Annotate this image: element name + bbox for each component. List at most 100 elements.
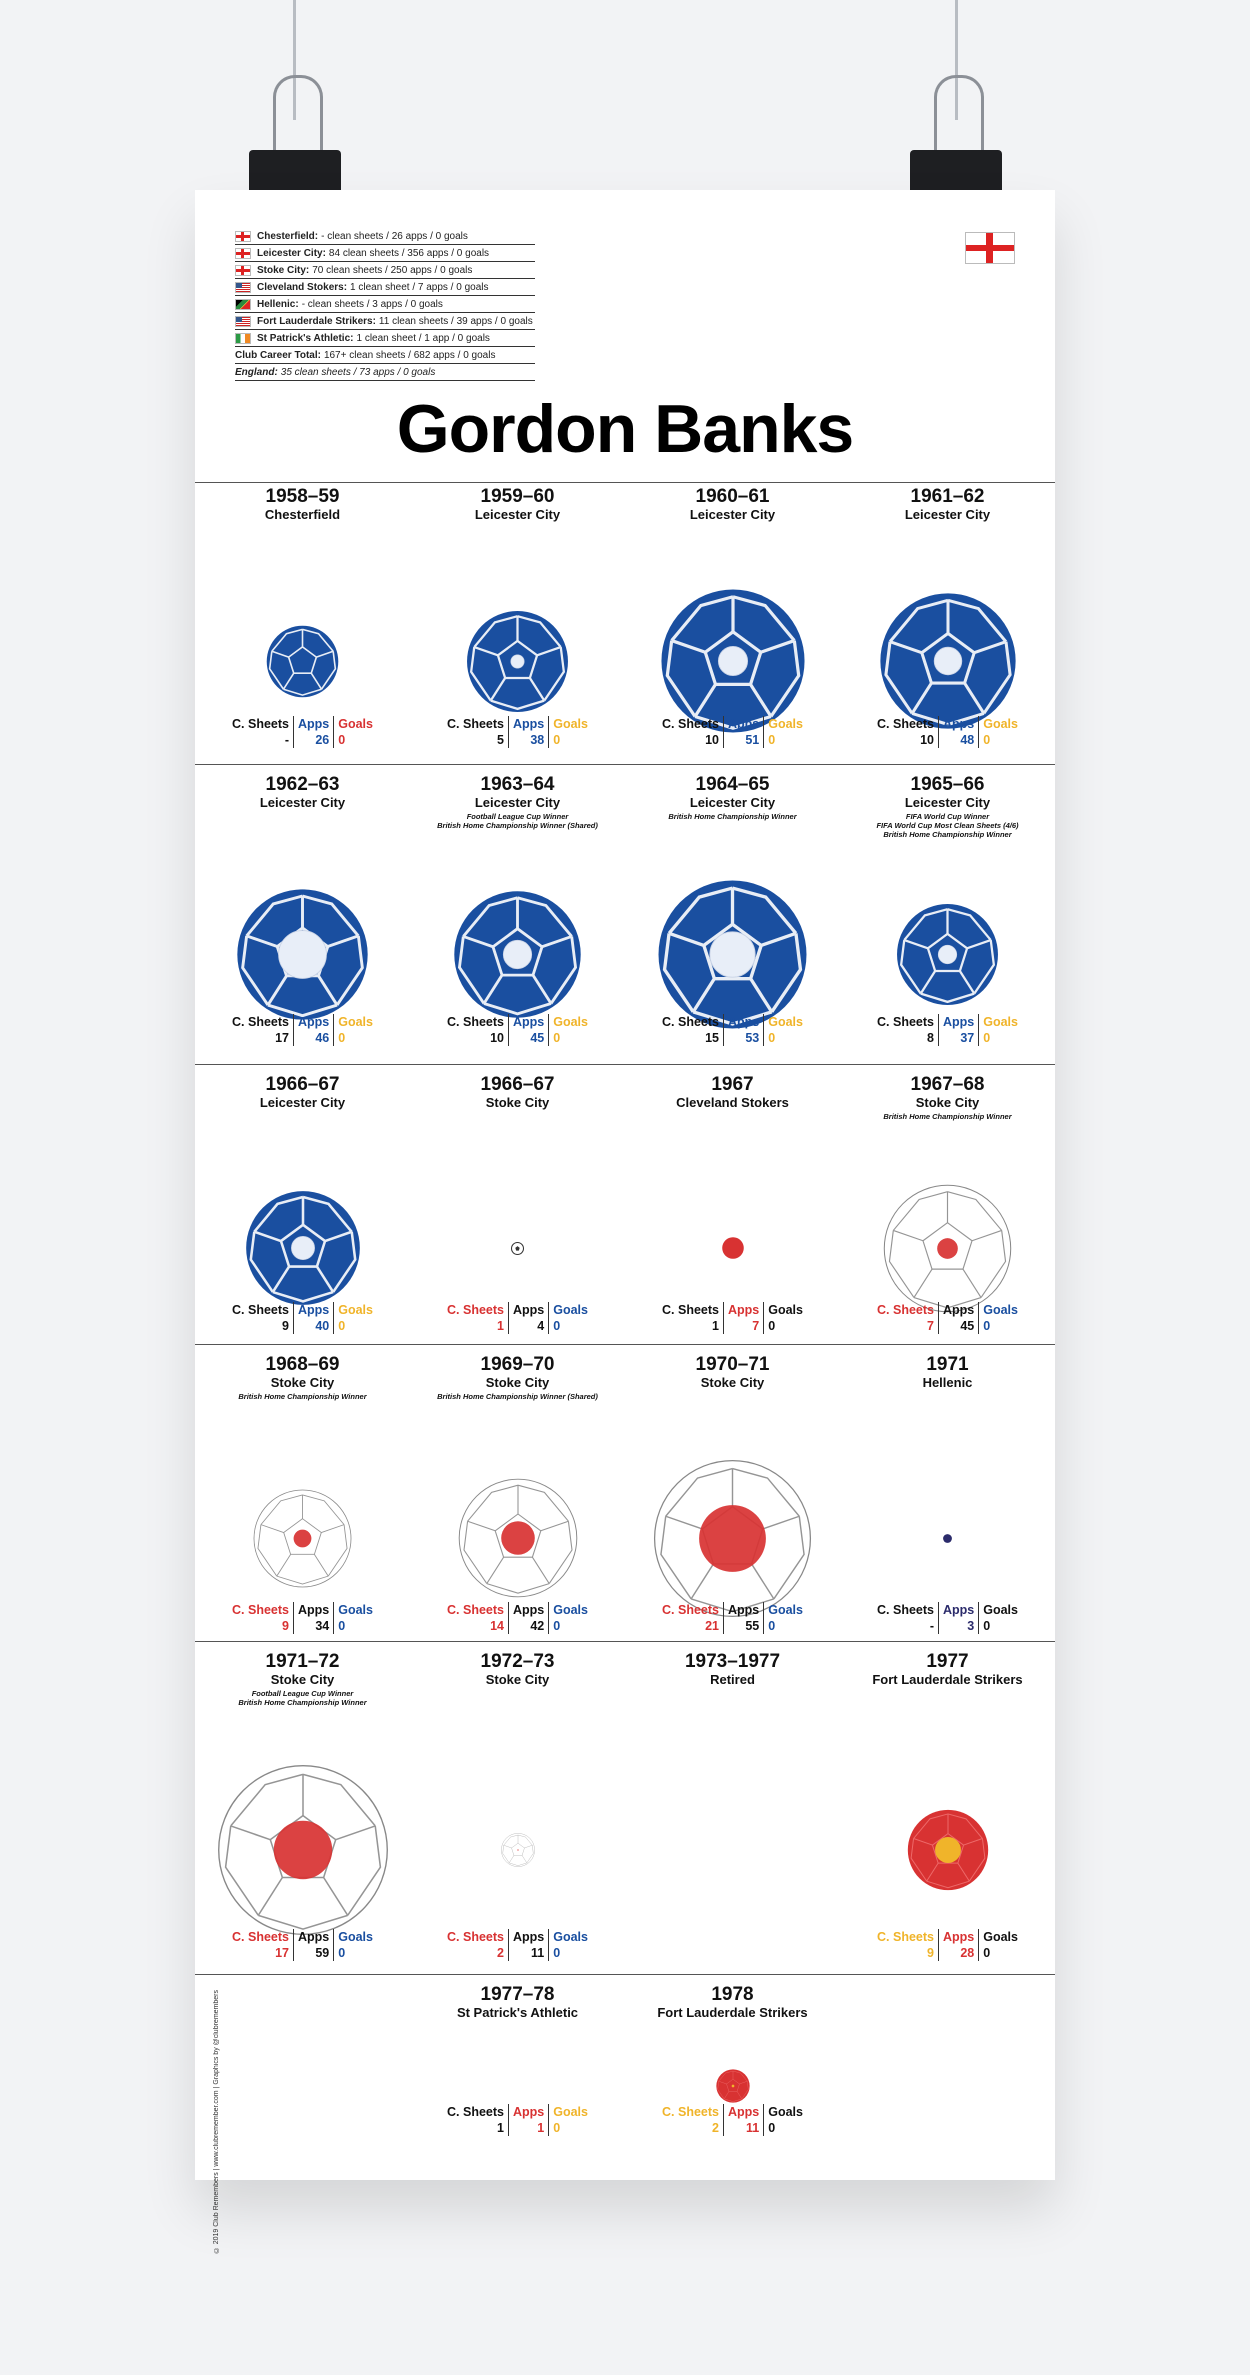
season-stats: C. Sheets 10 Apps 45 Goals 0 <box>410 1014 625 1046</box>
stat-label: Apps <box>942 1930 975 1944</box>
season-year: 1978 <box>711 1984 754 2005</box>
stat-cs: C. Sheets 10 <box>873 716 938 748</box>
stat-value: 1 <box>497 1319 504 1333</box>
season-card: 1962–63 Leicester City C. Sheets 17 Apps 46 Go… <box>195 774 410 1074</box>
stat-text: - clean sheets / 26 apps / 0 goals <box>321 230 468 242</box>
us-flag-icon <box>235 315 251 327</box>
honour-item: British Home Championship Winner <box>883 1112 1012 1121</box>
season-club: Fort Lauderdale Strikers <box>872 1672 1023 1687</box>
stat-label: C. Sheets <box>877 1603 934 1617</box>
stat-club: Stoke City: <box>257 264 310 276</box>
stat-label: Goals <box>983 1015 1018 1029</box>
stat-value: 7 <box>752 1319 760 1333</box>
stat-label: Goals <box>338 717 373 731</box>
stat-row: Fort Lauderdale Strikers: 11 clean sheet… <box>235 313 535 330</box>
season-honours: British Home Championship Winner (Shared… <box>410 1392 625 1401</box>
season-year: 1967 <box>711 1074 754 1095</box>
stat-label: Apps <box>297 1603 330 1617</box>
stat-label: Goals <box>768 1015 803 1029</box>
football-icon <box>715 2069 750 2103</box>
stat-apps: Apps 11 <box>722 2104 765 2136</box>
season-club: Stoke City <box>270 1672 335 1687</box>
season-year: 1972–73 <box>480 1651 555 1672</box>
season-year: 1968–69 <box>265 1354 340 1375</box>
stat-value: 0 <box>768 1031 776 1045</box>
season-year: 1969–70 <box>480 1354 555 1375</box>
stat-goals: Goals 0 <box>764 2104 807 2136</box>
season-card: 1965–66 Leicester City FIFA World Cup Winn… <box>840 774 1055 1074</box>
stat-label: Goals <box>338 1603 373 1617</box>
honour-item: Football League Cup Winner <box>251 1689 354 1698</box>
stat-label: Apps <box>727 1303 760 1317</box>
stat-label: Goals <box>983 717 1018 731</box>
stat-goals: Goals 0 <box>334 716 377 748</box>
stat-label: Goals <box>768 717 803 731</box>
season-card: 1971 Hellenic C. Sheets - Apps 3 Goals 0 <box>840 1354 1055 1651</box>
title-divider <box>195 482 1055 483</box>
eng-flag-icon <box>235 230 251 242</box>
season-card: 1971–72 Stoke City Football League Cup Win… <box>195 1651 410 1984</box>
stat-club: Leicester City: <box>257 247 326 259</box>
stat-label: Goals <box>553 1603 588 1617</box>
stat-value: 0 <box>983 733 991 747</box>
stat-value: 53 <box>745 1031 760 1045</box>
season-club: Cleveland Stokers <box>676 1095 789 1110</box>
season-stats: C. Sheets 8 Apps 37 Goals 0 <box>840 1014 1055 1046</box>
stat-apps: Apps 42 <box>507 1602 550 1634</box>
football-icon <box>511 1241 524 1255</box>
stat-label: Goals <box>983 1303 1018 1317</box>
honour-item: British Home Championship Winner <box>668 812 797 821</box>
football-icon <box>896 903 999 1006</box>
stat-goals: Goals 0 <box>764 1602 807 1634</box>
season-card: 1968–69 Stoke City British Home Championsh… <box>195 1354 410 1651</box>
stat-value: - <box>929 1619 934 1633</box>
stat-label: C. Sheets <box>877 1015 934 1029</box>
stat-value: 40 <box>315 1319 330 1333</box>
season-card: 1969–70 Stoke City British Home Championsh… <box>410 1354 625 1651</box>
season-card: 1966–67 Leicester City C. Sheets 9 Apps 40 Goa… <box>195 1074 410 1354</box>
honour-item: Football League Cup Winner <box>466 812 569 821</box>
season-stats: C. Sheets 15 Apps 53 Goals 0 <box>625 1014 840 1046</box>
football-icon <box>883 1184 1012 1313</box>
stat-goals: Goals 0 <box>979 716 1022 748</box>
stat-goals: Goals 0 <box>549 1602 592 1634</box>
season-stats: C. Sheets 9 Apps 28 Goals 0 <box>840 1929 1055 1961</box>
stat-value: 1 <box>712 1319 719 1333</box>
season-club: Retired <box>710 1672 755 1687</box>
stat-value: 34 <box>315 1619 330 1633</box>
stat-row: Leicester City: 84 clean sheets / 356 ap… <box>235 245 535 262</box>
football-icon <box>245 1190 361 1306</box>
stat-apps: Apps 51 <box>722 716 765 748</box>
stat-goals: Goals 0 <box>549 2104 592 2136</box>
season-card: 1960–61 Leicester City C. Sheets 10 Apps 51 Go… <box>625 486 840 774</box>
stat-goals: Goals 0 <box>979 1602 1022 1634</box>
stat-label: C. Sheets <box>662 1303 719 1317</box>
stat-label: C. Sheets <box>447 717 504 731</box>
stat-value: 45 <box>530 1031 545 1045</box>
stat-goals: Goals 0 <box>334 1602 377 1634</box>
stat-cs: C. Sheets - <box>228 716 293 748</box>
stat-label: Apps <box>942 1603 975 1617</box>
season-club: Leicester City <box>474 795 561 810</box>
stat-label: C. Sheets <box>877 717 934 731</box>
stat-apps: Apps 28 <box>937 1929 980 1961</box>
sa-flag-icon <box>235 298 251 310</box>
season-stats: C. Sheets 17 Apps 46 Goals 0 <box>195 1014 410 1046</box>
stat-value: 1 <box>537 2121 545 2135</box>
football-icon <box>253 1489 352 1588</box>
season-card: 1966–67 Stoke City C. Sheets 1 Apps 4 Goals 0 <box>410 1074 625 1354</box>
stat-value: 37 <box>960 1031 975 1045</box>
stat-cs: C. Sheets - <box>873 1602 938 1634</box>
stat-label: C. Sheets <box>662 1015 719 1029</box>
stat-label: Apps <box>297 1015 330 1029</box>
stat-value: 8 <box>927 1031 934 1045</box>
stat-label: Goals <box>983 1603 1018 1617</box>
season-club: Stoke City <box>700 1375 765 1390</box>
stat-label: Goals <box>553 717 588 731</box>
stat-value: 11 <box>531 1946 545 1960</box>
poster-title: Gordon Banks <box>396 391 855 467</box>
stat-apps: Apps 59 <box>292 1929 335 1961</box>
credit-text: © 2019 Club Remembers | www.clubremember… <box>213 1990 220 2254</box>
season-club: Leicester City <box>904 507 991 522</box>
stat-apps: Apps 34 <box>292 1602 335 1634</box>
